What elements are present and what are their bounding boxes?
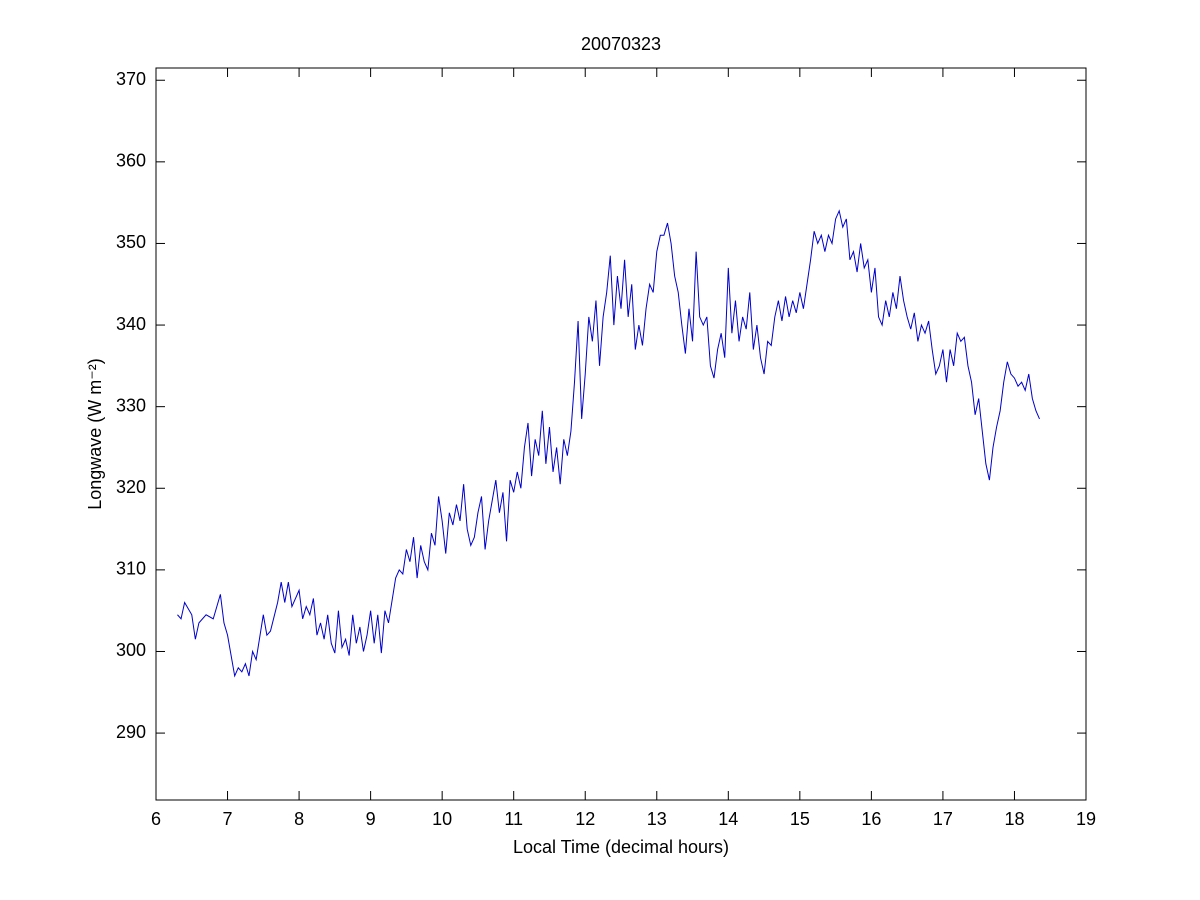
x-tick-label: 11 bbox=[504, 809, 523, 829]
y-tick-label: 330 bbox=[116, 395, 146, 415]
x-tick-label: 17 bbox=[933, 809, 953, 829]
chart-title: 20070323 bbox=[581, 34, 661, 54]
y-tick-label: 290 bbox=[116, 722, 146, 742]
x-tick-label: 12 bbox=[575, 809, 595, 829]
x-tick-label: 15 bbox=[790, 809, 810, 829]
x-tick-label: 18 bbox=[1004, 809, 1024, 829]
y-tick-label: 300 bbox=[116, 640, 146, 660]
y-tick-label: 320 bbox=[116, 477, 146, 497]
x-tick-label: 9 bbox=[366, 809, 376, 829]
x-tick-label: 10 bbox=[432, 809, 452, 829]
x-tick-label: 14 bbox=[718, 809, 738, 829]
x-tick-label: 8 bbox=[294, 809, 304, 829]
y-tick-label: 350 bbox=[116, 232, 146, 252]
y-tick-label: 310 bbox=[116, 559, 146, 579]
plot-frame bbox=[155, 67, 1087, 801]
y-tick-label: 340 bbox=[116, 314, 146, 334]
x-tick-label: 19 bbox=[1076, 809, 1096, 829]
x-tick-label: 13 bbox=[647, 809, 667, 829]
x-tick-label: 6 bbox=[151, 809, 161, 829]
x-tick-label: 7 bbox=[223, 809, 233, 829]
y-tick-label: 370 bbox=[116, 69, 146, 89]
y-axis-label: Longwave (W m⁻²) bbox=[85, 358, 105, 510]
x-tick-label: 16 bbox=[861, 809, 881, 829]
data-line bbox=[177, 209, 1040, 678]
y-tick-label: 360 bbox=[116, 151, 146, 171]
x-axis-label: Local Time (decimal hours) bbox=[513, 837, 729, 857]
